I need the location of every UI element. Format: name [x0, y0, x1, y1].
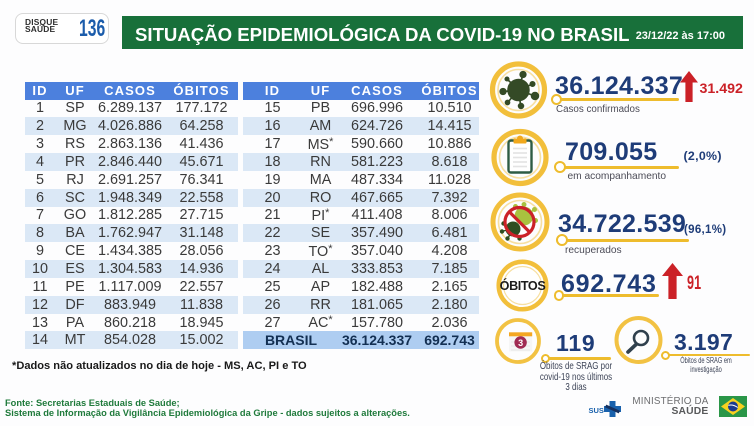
svg-text:3: 3: [518, 338, 523, 348]
